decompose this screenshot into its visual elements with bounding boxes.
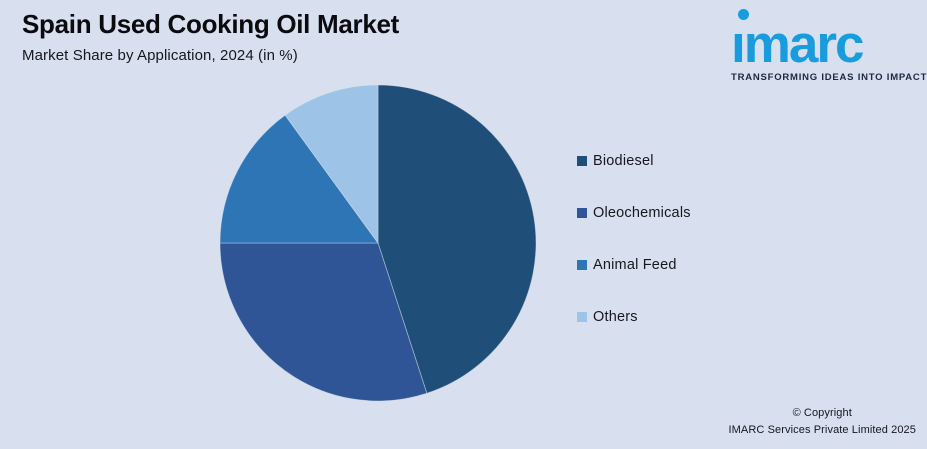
pie-slice-others [284, 84, 379, 245]
pie-slice-oleochemicals [219, 242, 428, 402]
copyright-notice: © Copyright IMARC Services Private Limit… [728, 405, 916, 440]
logo-wordmark: ımarc [731, 15, 864, 74]
legend-swatch-animal-feed [577, 260, 587, 270]
legend-item-animal-feed: Animal Feed [577, 255, 691, 275]
legend-swatch-oleochemicals [577, 208, 587, 218]
legend-swatch-others [577, 312, 587, 322]
pie-slice-biodiesel [377, 84, 537, 394]
pie-svg [219, 84, 537, 402]
legend-item-others: Others [577, 307, 691, 327]
chart-subtitle: Market Share by Application, 2024 (in %) [22, 46, 298, 64]
legend-label: Animal Feed [593, 257, 677, 273]
page-title: Spain Used Cooking Oil Market [22, 9, 400, 39]
copyright-line2: IMARC Services Private Limited 2025 [728, 424, 916, 437]
logo-tagline: TRANSFORMING IDEAS INTO IMPACT [731, 72, 927, 83]
legend-swatch-biodiesel [577, 156, 587, 166]
legend-label: Biodiesel [593, 153, 654, 169]
chart-header: Spain Used Cooking Oil Market Market Sha… [22, 9, 400, 64]
legend-item-oleochemicals: Oleochemicals [577, 203, 691, 223]
legend-label: Others [593, 309, 638, 325]
logo-dot-icon [738, 9, 749, 20]
imarc-logo: ımarc TRANSFORMING IDEAS INTO IMPACT [731, 8, 927, 83]
pie-chart [198, 63, 558, 423]
legend-item-biodiesel: Biodiesel [577, 151, 691, 171]
chart-legend: Biodiesel Oleochemicals Animal Feed Othe… [577, 151, 691, 359]
copyright-line1: © Copyright [792, 406, 852, 419]
pie-slice-animal-feed [219, 114, 379, 244]
legend-label: Oleochemicals [593, 205, 691, 221]
